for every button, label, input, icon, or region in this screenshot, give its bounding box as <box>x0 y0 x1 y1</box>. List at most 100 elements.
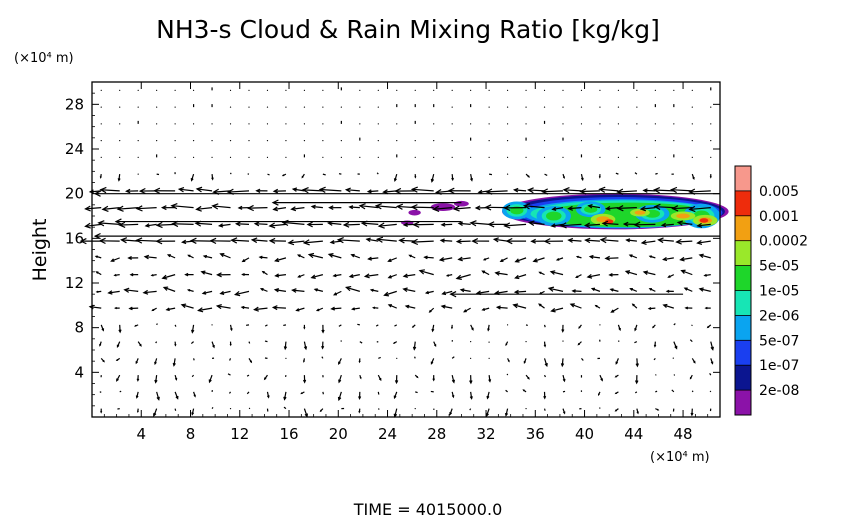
x-tick-label: 44 <box>624 425 643 443</box>
wind-vector <box>117 178 121 182</box>
wind-vector <box>412 346 417 351</box>
wind-vector <box>115 358 119 362</box>
wind-vector <box>451 394 455 399</box>
plot-frame <box>91 81 721 418</box>
wind-vector <box>617 207 637 210</box>
cloud-contour <box>408 209 421 216</box>
wind-vector <box>138 187 146 195</box>
wind-vector <box>599 106 601 108</box>
wind-vector <box>119 123 121 125</box>
wind-vector <box>336 236 344 244</box>
wind-vector <box>229 123 232 125</box>
wind-vector <box>445 274 450 277</box>
wind-vector <box>102 359 105 363</box>
wind-vector <box>156 123 158 125</box>
wind-vector <box>492 237 499 243</box>
wind-vector <box>217 305 231 309</box>
wind-vector <box>108 290 120 294</box>
wind-vector <box>663 304 674 309</box>
wind-vector <box>488 106 490 108</box>
wind-vector <box>396 140 398 142</box>
wind-vector <box>274 273 280 278</box>
wind-vector <box>625 270 638 276</box>
wind-vector <box>691 324 693 327</box>
wind-vector <box>166 307 176 311</box>
wind-vector <box>675 238 682 245</box>
wind-vector <box>563 189 582 192</box>
wind-vector <box>588 205 601 209</box>
wind-vector <box>416 376 419 379</box>
wind-vector <box>469 220 477 227</box>
wind-vector <box>548 287 564 292</box>
wind-vector <box>512 187 519 193</box>
wind-vector <box>410 238 419 246</box>
wind-vector <box>469 380 473 385</box>
wind-vector <box>681 270 693 276</box>
wind-vector <box>100 189 120 192</box>
wind-vector <box>359 123 361 125</box>
wind-vector <box>441 305 453 309</box>
wind-vector <box>296 254 301 258</box>
wind-vector <box>313 288 318 292</box>
wind-vector <box>84 222 91 229</box>
wind-vector <box>524 205 545 209</box>
wind-vector <box>515 290 527 293</box>
wind-vector <box>455 238 462 245</box>
wind-vector <box>321 329 325 334</box>
wind-vector <box>691 156 693 158</box>
wind-vector <box>172 223 194 225</box>
wind-vector <box>549 270 556 275</box>
wind-vector <box>113 273 117 277</box>
wind-vector <box>451 106 453 108</box>
wind-vector <box>655 172 658 175</box>
wind-vector <box>662 223 674 226</box>
wind-vector <box>504 223 527 227</box>
wind-vector <box>269 223 287 227</box>
wind-vector <box>377 140 379 142</box>
wind-vector <box>477 189 483 194</box>
time-label: TIME = 4015000.0 <box>353 500 503 519</box>
wind-vector <box>153 412 157 417</box>
wind-vector <box>689 339 693 343</box>
wind-vector <box>307 252 315 259</box>
colorbar-swatch <box>735 290 751 316</box>
wind-vector <box>580 106 583 108</box>
wind-vector <box>365 274 379 277</box>
wind-vector <box>451 123 453 125</box>
wind-vector <box>236 223 250 225</box>
wind-vector <box>662 256 668 262</box>
wind-vector <box>266 123 269 125</box>
wind-vector <box>654 189 674 192</box>
wind-vector <box>562 176 565 180</box>
wind-vector <box>428 309 432 313</box>
wind-vector <box>191 412 195 416</box>
wind-vector <box>372 306 376 310</box>
wind-vector <box>342 221 350 228</box>
wind-vector <box>211 123 213 125</box>
wind-vector <box>610 309 615 313</box>
wind-vector <box>522 203 531 210</box>
colorbar-swatch <box>735 166 751 191</box>
wind-vector <box>634 391 638 394</box>
wind-vector <box>522 389 525 392</box>
wind-vector <box>156 89 158 91</box>
wind-vector <box>658 239 674 242</box>
wind-vector <box>679 256 685 262</box>
wind-vector <box>322 391 324 395</box>
wind-vector <box>266 140 269 142</box>
wind-vector <box>137 156 139 158</box>
wind-vector <box>211 140 213 142</box>
wind-vector <box>357 323 360 326</box>
wind-vector <box>523 361 527 364</box>
wind-vector <box>211 177 214 181</box>
wind-vector <box>144 256 157 259</box>
wind-vector <box>281 174 285 177</box>
wind-vector <box>359 376 362 380</box>
wind-vector <box>209 237 217 245</box>
wind-vector <box>229 140 232 142</box>
wind-vector <box>331 307 342 310</box>
wind-vector <box>393 178 397 183</box>
wind-vector <box>387 275 392 279</box>
wind-vector <box>94 255 99 259</box>
wind-vector <box>121 239 139 242</box>
